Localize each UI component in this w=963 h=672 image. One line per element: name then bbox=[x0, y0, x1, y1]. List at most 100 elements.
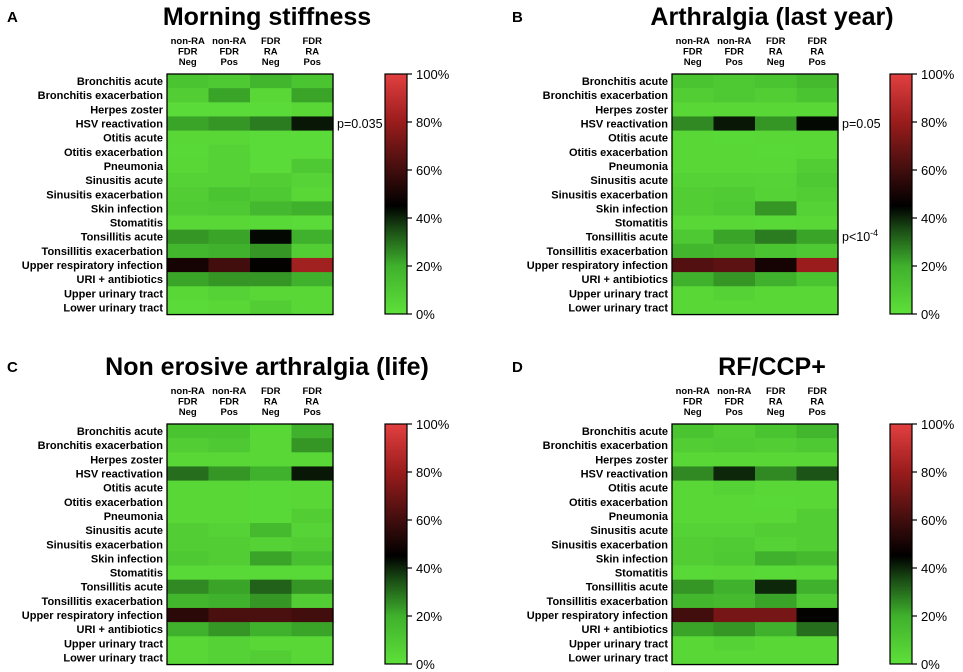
colorbar-tick-label: 0% bbox=[921, 307, 940, 322]
colorbar bbox=[889, 423, 913, 665]
heatmap-cell-uri-antibiotics-col4 bbox=[291, 622, 334, 637]
heatmap-cell-bronchitis-acute-col4 bbox=[796, 74, 839, 89]
row-label-bronchitis-exacerbation: Bronchitis exacerbation bbox=[38, 90, 164, 102]
heatmap-cell-otitis-acute-col1 bbox=[167, 130, 210, 146]
heatmap-cell-pneumonia-col3 bbox=[755, 158, 798, 174]
heatmap-cell-sinusitis-exacerbation-col1 bbox=[167, 537, 210, 552]
heatmap-cell-skin-infection-col3 bbox=[250, 201, 293, 217]
heatmap-cell-tonsillitis-acute-col3 bbox=[755, 579, 798, 595]
heatmap-cell-skin-infection-col3 bbox=[755, 201, 798, 217]
heatmap-cell-lower-urinary-tract-col3 bbox=[250, 650, 293, 666]
colorbar-tick-label: 20% bbox=[416, 259, 442, 274]
panel-title: RF/CCP+ bbox=[718, 353, 826, 381]
row-label-otitis-exacerbation: Otitis exacerbation bbox=[569, 147, 668, 159]
heatmap-cell-lower-urinary-tract-col1 bbox=[672, 300, 715, 316]
heatmap-cell-sinusitis-exacerbation-col3 bbox=[250, 187, 293, 202]
heatmap-cell-tonsillitis-exacerbation-col2 bbox=[208, 593, 251, 609]
row-label-bronchitis-acute: Bronchitis acute bbox=[582, 76, 668, 88]
column-header-2: Pos bbox=[221, 57, 238, 68]
heatmap-cell-tonsillitis-exacerbation-col4 bbox=[796, 593, 839, 609]
heatmap-cell-uri-antibiotics-col2 bbox=[208, 272, 251, 287]
heatmap-cell-sinusitis-acute-col1 bbox=[167, 523, 210, 538]
heatmap-cell-skin-infection-col3 bbox=[250, 551, 293, 567]
heatmap-cell-lower-urinary-tract-col3 bbox=[755, 300, 798, 316]
row-label-herpes-zoster: Herpes zoster bbox=[90, 104, 163, 116]
heatmap-cell-tonsillitis-acute-col3 bbox=[250, 579, 293, 595]
row-label-upper-respiratory-infection: Upper respiratory infection bbox=[527, 610, 668, 622]
heatmap-cell-stomatitis-col3 bbox=[250, 215, 293, 231]
heatmap-cell-bronchitis-acute-col2 bbox=[713, 74, 756, 89]
heatmap-cell-upper-urinary-tract-col3 bbox=[250, 636, 293, 651]
heatmap-cell-skin-infection-col2 bbox=[208, 201, 251, 217]
row-label-otitis-acute: Otitis acute bbox=[608, 133, 668, 145]
heatmap-cell-otitis-exacerbation-col1 bbox=[672, 494, 715, 510]
heatmap-cell-lower-urinary-tract-col2 bbox=[713, 300, 756, 316]
column-header-2: FDR bbox=[724, 397, 744, 408]
heatmap-cell-otitis-exacerbation-col4 bbox=[796, 494, 839, 510]
heatmap-cell-tonsillitis-exacerbation-col4 bbox=[291, 593, 334, 609]
heatmap-cell-upper-respiratory-infection-col4 bbox=[796, 257, 839, 273]
row-label-tonsillitis-exacerbation: Tonsillitis exacerbation bbox=[42, 596, 164, 608]
heatmap-cell-hsv-reactivation-col4 bbox=[291, 116, 334, 132]
heatmap-cell-otitis-exacerbation-col2 bbox=[713, 494, 756, 510]
heatmap-cell-herpes-zoster-col4 bbox=[796, 102, 839, 118]
heatmap-cell-herpes-zoster-col2 bbox=[208, 102, 251, 118]
colorbar-tick-label: 0% bbox=[416, 307, 435, 322]
column-header-4: RA bbox=[305, 397, 319, 408]
heatmap-cell-pneumonia-col4 bbox=[796, 158, 839, 174]
row-label-stomatitis: Stomatitis bbox=[615, 568, 668, 580]
heatmap-cell-bronchitis-exacerbation-col3 bbox=[755, 438, 798, 453]
heatmap-cell-herpes-zoster-col3 bbox=[755, 452, 798, 468]
colorbar-tick-label: 40% bbox=[921, 211, 947, 226]
heatmap-cell-pneumonia-col3 bbox=[755, 508, 798, 524]
heatmap-cell-pneumonia-col1 bbox=[167, 508, 210, 524]
column-header-1: non-RA bbox=[676, 386, 710, 397]
heatmap-cell-bronchitis-exacerbation-col2 bbox=[208, 88, 251, 103]
colorbar-tick-label: 20% bbox=[921, 609, 947, 624]
colorbar-tick-label: 100% bbox=[416, 417, 450, 432]
heatmap-cell-tonsillitis-acute-col3 bbox=[250, 229, 293, 245]
panel-letter: A bbox=[7, 9, 18, 26]
heatmap-cell-upper-urinary-tract-col1 bbox=[167, 636, 210, 651]
heatmap-frame bbox=[166, 73, 334, 316]
heatmap-cell-upper-respiratory-infection-col1 bbox=[672, 607, 715, 623]
row-label-bronchitis-acute: Bronchitis acute bbox=[77, 426, 163, 438]
heatmap-cell-lower-urinary-tract-col4 bbox=[796, 300, 839, 316]
row-label-sinusitis-exacerbation: Sinusitis exacerbation bbox=[551, 539, 668, 551]
heatmap-cell-sinusitis-exacerbation-col1 bbox=[672, 537, 715, 552]
panel-title: Arthralgia (last year) bbox=[650, 3, 893, 31]
heatmap-cell-stomatitis-col2 bbox=[208, 215, 251, 231]
row-label-sinusitis-exacerbation: Sinusitis exacerbation bbox=[551, 189, 668, 201]
panel-b-heatmap: B Arthralgia (last year)non-RAFDRNegnon-R… bbox=[512, 3, 955, 322]
heatmap-cell-upper-urinary-tract-col4 bbox=[291, 286, 334, 301]
heatmap-cell-pneumonia-col2 bbox=[208, 158, 251, 174]
heatmap-cell-bronchitis-exacerbation-col4 bbox=[796, 438, 839, 453]
row-label-lower-urinary-tract: Lower urinary tract bbox=[63, 652, 163, 664]
heatmap-cell-bronchitis-acute-col3 bbox=[755, 424, 798, 439]
heatmap-cell-skin-infection-col4 bbox=[291, 201, 334, 217]
heatmap-cell-pneumonia-col2 bbox=[713, 158, 756, 174]
heatmap-cell-upper-urinary-tract-col2 bbox=[208, 636, 251, 651]
colorbar-tick-label: 20% bbox=[921, 259, 947, 274]
heatmap-cell-otitis-acute-col1 bbox=[167, 480, 210, 496]
column-header-3: RA bbox=[264, 47, 278, 58]
heatmap-cell-upper-urinary-tract-col3 bbox=[755, 636, 798, 651]
heatmap-cell-uri-antibiotics-col4 bbox=[796, 622, 839, 637]
heatmap-cell-herpes-zoster-col4 bbox=[291, 102, 334, 118]
heatmap-cell-tonsillitis-acute-col2 bbox=[208, 579, 251, 595]
heatmap-cell-tonsillitis-acute-col1 bbox=[167, 579, 210, 595]
heatmap-cell-bronchitis-acute-col2 bbox=[713, 424, 756, 439]
row-label-tonsillitis-acute: Tonsillitis acute bbox=[81, 582, 163, 594]
heatmap-cell-tonsillitis-exacerbation-col3 bbox=[250, 593, 293, 609]
heatmap-cell-lower-urinary-tract-col4 bbox=[796, 650, 839, 666]
heatmap-cell-hsv-reactivation-col3 bbox=[755, 466, 798, 482]
row-label-herpes-zoster: Herpes zoster bbox=[595, 104, 668, 116]
heatmap-cell-bronchitis-exacerbation-col1 bbox=[672, 88, 715, 103]
row-label-skin-infection: Skin infection bbox=[596, 553, 668, 565]
row-label-skin-infection: Skin infection bbox=[91, 203, 163, 215]
heatmap-cell-sinusitis-exacerbation-col2 bbox=[713, 187, 756, 202]
heatmap-cell-stomatitis-col2 bbox=[208, 565, 251, 581]
heatmap-cell-bronchitis-acute-col2 bbox=[208, 74, 251, 89]
heatmap-cell-stomatitis-col3 bbox=[755, 565, 798, 581]
heatmap-cell-herpes-zoster-col1 bbox=[672, 452, 715, 468]
